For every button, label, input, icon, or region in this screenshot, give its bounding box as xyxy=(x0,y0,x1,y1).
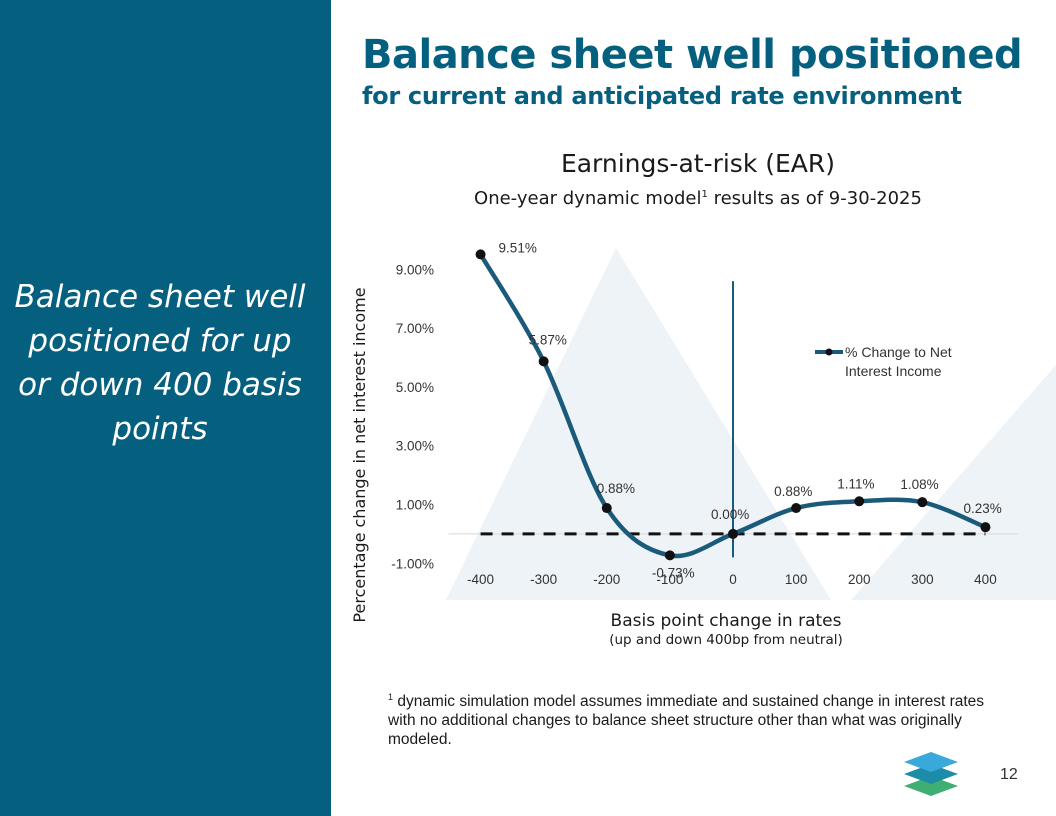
slide-title: Balance sheet well positioned xyxy=(362,32,1023,78)
legend: % Change to Net Interest Income xyxy=(815,344,952,379)
data-point xyxy=(664,550,675,561)
x-tick-labels: -400 -300 -200 -100 0 100 200 300 400 xyxy=(467,572,997,587)
x-tick-label: 200 xyxy=(848,572,871,587)
x-tick-label: 100 xyxy=(785,572,808,587)
data-label: 1.08% xyxy=(900,477,938,492)
series-data-labels: 9.51% 5.87% 0.88% -0.73% 0.00% 0.88% 1.11% 1.08… xyxy=(499,240,1002,580)
data-label: 5.87% xyxy=(529,332,567,347)
logo-layer-top xyxy=(904,752,958,772)
legend-label-line1: % Change to Net xyxy=(845,344,952,360)
footnote-marker: 1 xyxy=(388,692,394,702)
slide-subtitle: for current and anticipated rate environ… xyxy=(362,82,962,110)
y-tick-label: 3.00% xyxy=(396,439,434,454)
chart-subtitle: One-year dynamic model1 results as of 9-… xyxy=(474,188,922,209)
x-tick-label: -300 xyxy=(530,572,557,587)
x-tick-label: -200 xyxy=(593,572,620,587)
chart-subtitle-sup: 1 xyxy=(701,189,707,200)
y-tick-labels: -1.00% 1.00% 3.00% 5.00% 7.00% 9.00% xyxy=(391,262,434,571)
sidebar-callout: Balance sheet well positioned for up or … xyxy=(14,279,306,447)
data-label: 0.23% xyxy=(963,501,1001,516)
y-tick-label: 9.00% xyxy=(396,262,434,277)
chart-subtitle-pre: One-year dynamic model xyxy=(474,188,701,209)
y-tick-label: 5.00% xyxy=(396,380,434,395)
chart-subtitle-post: results as of 9-30-2025 xyxy=(708,188,922,209)
data-point xyxy=(791,503,802,514)
data-point xyxy=(917,497,928,508)
logo-layer-middle xyxy=(904,764,958,784)
x-tick-label: 300 xyxy=(911,572,934,587)
x-axis-label: Basis point change in rates xyxy=(611,611,842,631)
chart-title: Earnings-at-risk (EAR) xyxy=(561,149,835,178)
data-label: 9.51% xyxy=(499,240,537,255)
company-logo-icon xyxy=(904,752,958,796)
y-tick-label: -1.00% xyxy=(391,556,434,571)
y-tick-label: 7.00% xyxy=(396,321,434,336)
x-axis-sublabel: (up and down 400bp from neutral) xyxy=(609,632,843,648)
data-point xyxy=(728,528,738,539)
x-tick-label: -100 xyxy=(656,572,683,587)
y-tick-label: 1.00% xyxy=(396,498,434,513)
x-tick-label: 400 xyxy=(974,572,997,587)
data-point xyxy=(475,249,486,260)
sidebar-panel: Balance sheet well positioned for up or … xyxy=(0,0,331,816)
ear-chart: Earnings-at-risk (EAR) One-year dynamic … xyxy=(350,149,1056,648)
data-label: -0.73% xyxy=(652,565,695,580)
footnote: 1 dynamic simulation model assumes immed… xyxy=(388,688,998,749)
data-point xyxy=(538,356,549,367)
y-axis-label: Percentage change in net interest income xyxy=(350,287,369,622)
logo-layer-bottom xyxy=(904,776,958,796)
data-point xyxy=(854,496,865,507)
legend-label-line2: Interest Income xyxy=(845,363,942,379)
page-number: 12 xyxy=(1000,766,1018,783)
data-label: 0.88% xyxy=(774,484,812,499)
x-tick-label: -400 xyxy=(467,572,494,587)
footnote-text: dynamic simulation model assumes immedia… xyxy=(388,693,985,749)
data-point xyxy=(980,522,991,533)
series-points xyxy=(475,249,991,561)
data-label: 0.00% xyxy=(711,507,749,522)
series-line-nii xyxy=(478,252,988,559)
data-label: 0.88% xyxy=(597,481,635,496)
x-tick-label: 0 xyxy=(729,572,737,587)
background-shape-left xyxy=(446,248,831,600)
background-shape-right xyxy=(851,365,1056,600)
data-label: 1.11% xyxy=(837,476,874,491)
data-point xyxy=(601,503,612,514)
legend-marker xyxy=(825,348,833,356)
